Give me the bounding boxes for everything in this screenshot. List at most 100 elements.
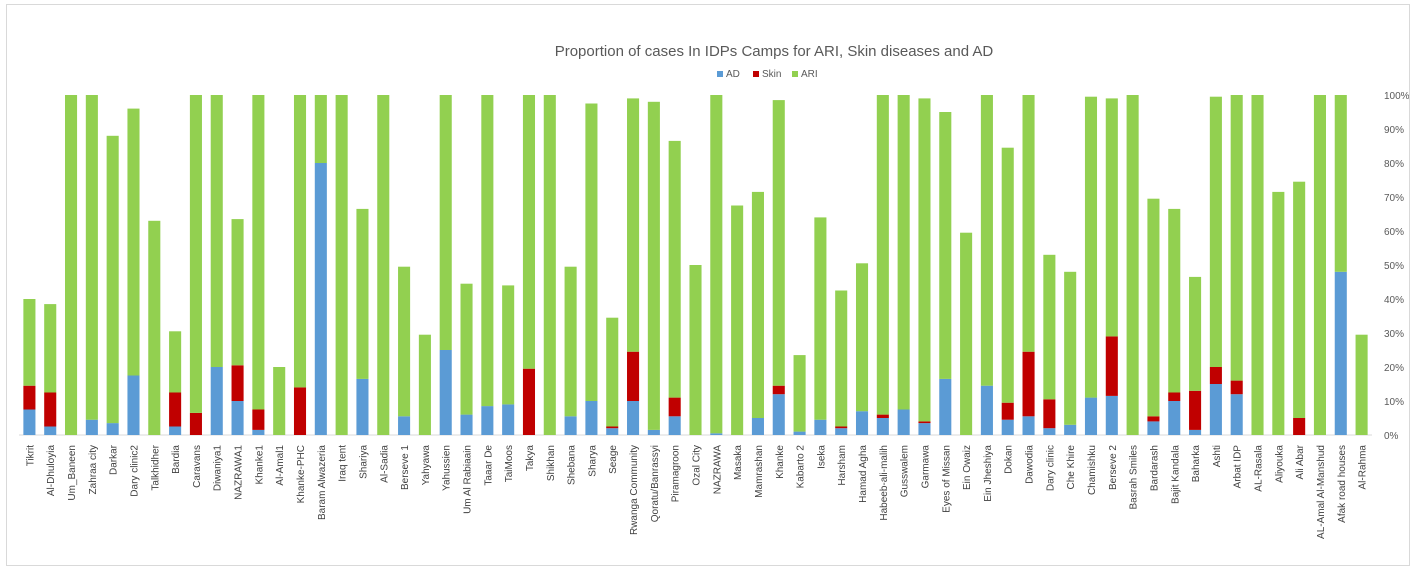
- x-category-label: Baharka: [1191, 445, 1202, 483]
- stacked-bar-chart: Proportion of cases In IDPs Camps for AR…: [19, 43, 1409, 539]
- bar-segment-ari: [169, 331, 182, 393]
- bar-segment-skin: [1147, 416, 1160, 422]
- bar-segment-ari: [1147, 198, 1160, 417]
- bar-segment-ari: [689, 265, 702, 435]
- x-category-label: Taaar De: [483, 445, 494, 486]
- bar-segment-ari: [564, 266, 577, 417]
- bar-segment-ari: [293, 95, 307, 388]
- category-labels: Tikrit Al-Dhuloyia Um_Baneen Zahraa city Dar…: [25, 444, 1368, 539]
- bar-segment-ad: [231, 401, 244, 435]
- bar-segment-skin: [44, 392, 57, 427]
- bar-segment-ad: [127, 375, 140, 435]
- x-category-label: Bardarash: [1149, 445, 1160, 491]
- bar-segment-skin: [252, 409, 265, 430]
- bar-segment-ari: [1251, 95, 1264, 435]
- bar-segment-ari: [1313, 95, 1326, 435]
- bar-segment-ari: [668, 140, 681, 398]
- bar-segment-skin: [835, 426, 848, 429]
- bar-segment-ad: [585, 401, 598, 435]
- bar-segment-ari: [1334, 95, 1347, 272]
- bar-segment-skin: [231, 365, 244, 401]
- chart-frame: Proportion of cases In IDPs Camps for AR…: [6, 4, 1410, 566]
- bar-segment-ari: [23, 299, 36, 386]
- bar-segment-ari: [1084, 96, 1098, 398]
- bar-segment-ad: [1105, 395, 1118, 435]
- x-category-label: Masaka: [733, 445, 744, 480]
- bar-segment-ad: [1189, 429, 1202, 435]
- legend-swatch-ari: [792, 71, 798, 77]
- bar-segment-ad: [169, 426, 182, 435]
- bar-segment-ari: [314, 95, 327, 163]
- bar-segment-ari: [751, 191, 764, 418]
- bar-segment-ad: [314, 163, 327, 435]
- bar-segment-ari: [65, 95, 78, 435]
- y-tick-label: 90%: [1384, 125, 1404, 136]
- bar-segment-skin: [189, 412, 202, 435]
- y-tick-label: 40%: [1384, 295, 1404, 306]
- bar-segment-ad: [1230, 394, 1243, 435]
- x-category-label: Garmawa: [920, 445, 931, 489]
- x-category-label: Bajit Kandala: [1170, 445, 1181, 504]
- y-tick-label: 100%: [1384, 91, 1409, 102]
- x-category-label: Berseve 2: [1108, 445, 1119, 490]
- bar-segment-ad: [1043, 428, 1056, 435]
- x-category-label: Chamishku: [1087, 445, 1098, 495]
- x-category-label: Talkhidher: [150, 444, 161, 490]
- bar-segment-ad: [876, 418, 889, 435]
- bar-segment-ad: [356, 378, 369, 435]
- y-tick-label: 30%: [1384, 329, 1404, 340]
- bar-segment-skin: [1105, 336, 1118, 396]
- bar-segment-ad: [44, 426, 57, 435]
- bar-segment-ad: [855, 411, 869, 435]
- bar-segment-skin: [772, 385, 785, 395]
- y-tick-label: 10%: [1384, 397, 1404, 408]
- bar-segment-ad: [1147, 421, 1160, 435]
- x-category-label: Qoratu/Banrassyi: [650, 445, 661, 522]
- bar-segment-ari: [1209, 96, 1222, 367]
- x-category-label: Che Khire: [1066, 445, 1077, 490]
- bar-segment-ad: [1064, 424, 1077, 435]
- bar-segment-skin: [627, 351, 640, 401]
- bar-segment-ari: [356, 208, 369, 379]
- x-category-label: Harsham: [837, 445, 848, 486]
- bar-segment-ad: [793, 431, 806, 435]
- x-category-label: Dary clinic2: [129, 445, 140, 497]
- bar-segment-ari: [939, 112, 952, 379]
- bar-segment-ari: [1126, 95, 1139, 435]
- bars: [23, 95, 1368, 435]
- x-category-label: AL-Rasala: [1254, 445, 1265, 492]
- bar-segment-ari: [1230, 95, 1243, 381]
- x-category-label: Seage: [608, 445, 619, 474]
- bar-segment-ad: [980, 385, 993, 435]
- x-category-label: Berseve 1: [400, 445, 411, 490]
- bar-segment-ari: [1272, 191, 1285, 435]
- legend-swatch-ad: [717, 71, 723, 77]
- x-category-label: Um Al Rabiaain: [463, 445, 474, 514]
- bar-segment-ad: [814, 419, 827, 435]
- x-category-label: Shebana: [567, 445, 578, 485]
- x-category-label: Ozal City: [692, 445, 703, 486]
- x-category-label: Habeeb-ali-malih: [879, 445, 890, 521]
- bar-segment-ari: [876, 95, 889, 415]
- x-category-label: Um_Baneen: [67, 445, 78, 501]
- x-category-label: Arbat IDP: [1233, 445, 1244, 489]
- bar-segment-ari: [793, 355, 806, 432]
- x-category-label: Basrah Smiles: [1129, 445, 1140, 509]
- bar-segment-skin: [293, 387, 307, 435]
- legend-label-skin: Skin: [762, 69, 781, 80]
- bar-segment-ari: [44, 304, 57, 393]
- x-category-label: Rwanga Community: [629, 445, 640, 535]
- y-tick-label: 70%: [1384, 193, 1404, 204]
- chart-title: Proportion of cases In IDPs Camps for AR…: [555, 43, 994, 60]
- x-category-label: Tikrit: [25, 445, 36, 467]
- bar-segment-ari: [1064, 271, 1077, 425]
- x-category-label: NAZRAWA1: [234, 445, 245, 500]
- y-tick-label: 20%: [1384, 363, 1404, 374]
- bar-segment-ari: [1043, 254, 1056, 400]
- bar-segment-skin: [1293, 418, 1306, 435]
- x-category-label: Khanke1: [254, 445, 265, 485]
- bar-segment-ari: [606, 317, 619, 427]
- bar-segment-ad: [710, 433, 723, 435]
- x-category-label: Iseka: [816, 445, 827, 469]
- bar-segment-ari: [106, 135, 119, 424]
